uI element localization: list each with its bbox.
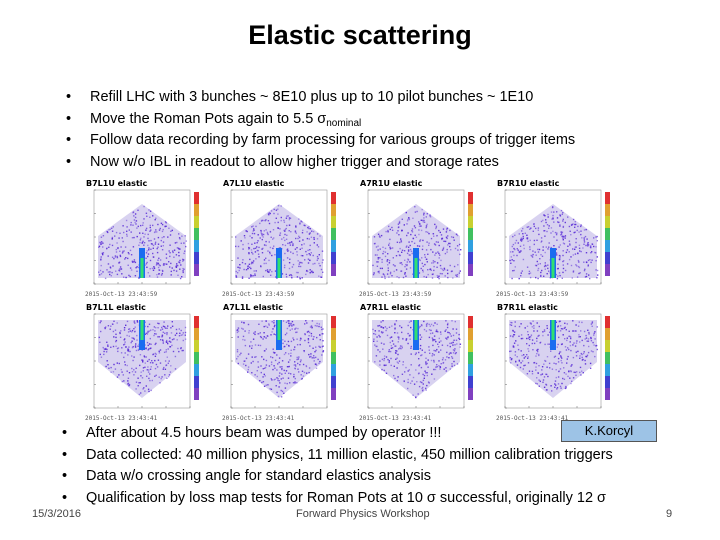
author-badge: K.Korcyl <box>561 420 657 442</box>
slide-title: Elastic scattering <box>248 20 472 50</box>
hitmap-upper <box>367 189 473 285</box>
hitmap-plot: B7L1L elastic 2015-Oct-13 23:43:41 <box>82 302 212 422</box>
bullet-item: Move the Roman Pots again to 5.5 σnomina… <box>66 109 575 131</box>
plot-timestamp: 2015-Oct-13 23:43:41 <box>496 415 569 422</box>
hitmap-plot: B7R1L elastic 2015-Oct-13 23:43:41 <box>493 302 623 422</box>
hitmap-upper <box>504 189 610 285</box>
footer-date: 15/3/2016 <box>32 508 81 520</box>
plot-title: B7R1L elastic <box>497 303 558 312</box>
plot-title: A7L1L elastic <box>223 303 283 312</box>
footer-title: Forward Physics Workshop <box>296 508 430 520</box>
plot-timestamp: 2015-Oct-13 23:43:59 <box>496 291 569 298</box>
plot-title: B7L1U elastic <box>86 179 148 188</box>
plot-title: B7R1U elastic <box>497 179 560 188</box>
hitmap-lower <box>93 313 199 409</box>
page-number: 9 <box>666 508 673 520</box>
plot-timestamp: 2015-Oct-13 23:43:41 <box>85 415 158 422</box>
plot-timestamp: 2015-Oct-13 23:43:59 <box>222 291 295 298</box>
plot-timestamp: 2015-Oct-13 23:43:59 <box>359 291 432 298</box>
hitmap-lower <box>230 313 336 409</box>
bullet-item: Follow data recording by farm processing… <box>66 130 575 152</box>
bullet-item: Refill LHC with 3 bunches ~ 8E10 plus up… <box>66 87 575 109</box>
hitmap-lower <box>367 313 473 409</box>
top-bullet-list: Refill LHC with 3 bunches ~ 8E10 plus up… <box>66 87 575 173</box>
plot-title: A7L1U elastic <box>223 179 285 188</box>
bullet-item: After about 4.5 hours beam was dumped by… <box>62 423 613 445</box>
plot-title: A7R1U elastic <box>360 179 423 188</box>
hitmap-plot: A7R1L elastic 2015-Oct-13 23:43:41 <box>356 302 486 422</box>
bullet-item: Data w/o crossing angle for standard ela… <box>62 466 613 488</box>
hitmap-lower <box>504 313 610 409</box>
hitmap-plot: A7L1L elastic 2015-Oct-13 23:43:41 <box>219 302 349 422</box>
bullet-item: Now w/o IBL in readout to allow higher t… <box>66 152 575 174</box>
hitmap-plot: B7L1U elastic 2015-Oct-13 23:43:59 <box>82 178 212 298</box>
plot-timestamp: 2015-Oct-13 23:43:59 <box>85 291 158 298</box>
bullet-item: Data collected: 40 million physics, 11 m… <box>62 445 613 467</box>
hitmap-upper <box>93 189 199 285</box>
plot-title: A7R1L elastic <box>360 303 422 312</box>
bullet-item: Qualification by loss map tests for Roma… <box>62 488 613 510</box>
hitmap-upper <box>230 189 336 285</box>
bottom-bullet-list: After about 4.5 hours beam was dumped by… <box>62 423 613 509</box>
plot-timestamp: 2015-Oct-13 23:43:41 <box>359 415 432 422</box>
hitmap-plot: B7R1U elastic 2015-Oct-13 23:43:59 <box>493 178 623 298</box>
hitmap-plot: A7R1U elastic 2015-Oct-13 23:43:59 <box>356 178 486 298</box>
hitmap-plot: A7L1U elastic 2015-Oct-13 23:43:59 <box>219 178 349 298</box>
plot-timestamp: 2015-Oct-13 23:43:41 <box>222 415 295 422</box>
nominal-subscript: nominal <box>326 117 362 129</box>
plot-title: B7L1L elastic <box>86 303 146 312</box>
